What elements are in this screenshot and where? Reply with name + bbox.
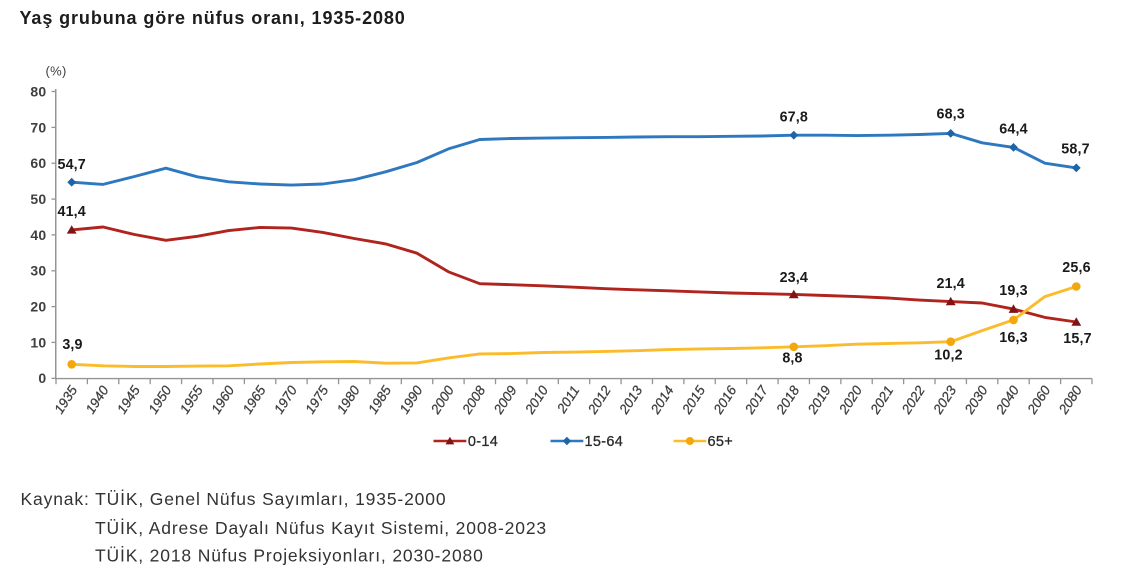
svg-text:40: 40: [30, 227, 46, 243]
svg-text:15,7: 15,7: [1063, 331, 1091, 347]
svg-text:70: 70: [30, 119, 46, 135]
svg-text:Yaş grubuna göre nüfus oranı,: Yaş grubuna göre nüfus oranı, 1935-2080: [20, 8, 406, 28]
svg-text:41,4: 41,4: [57, 204, 85, 220]
svg-text:TÜİK, Adrese Dayalı Nüfus Kayı: TÜİK, Adrese Dayalı Nüfus Kayıt Sistemi,…: [95, 518, 547, 538]
svg-text:58,7: 58,7: [1061, 142, 1089, 158]
svg-text:65+: 65+: [708, 434, 734, 450]
svg-text:50: 50: [30, 191, 46, 207]
svg-text:54,7: 54,7: [57, 157, 85, 173]
svg-text:23,4: 23,4: [780, 270, 808, 286]
svg-text:TÜİK, 2018 Nüfus Projeksiyonla: TÜİK, 2018 Nüfus Projeksiyonları, 2030-2…: [95, 546, 484, 566]
svg-text:30: 30: [30, 263, 46, 279]
svg-text:3,9: 3,9: [62, 337, 82, 353]
svg-text:8,8: 8,8: [782, 350, 802, 366]
svg-text:19,3: 19,3: [999, 283, 1027, 299]
svg-text:10: 10: [30, 334, 46, 350]
svg-text:15-64: 15-64: [585, 434, 624, 450]
svg-text:67,8: 67,8: [780, 110, 808, 126]
svg-text:64,4: 64,4: [999, 122, 1027, 138]
svg-text:0-14: 0-14: [468, 434, 498, 450]
svg-text:10,2: 10,2: [934, 348, 962, 364]
svg-text:0: 0: [38, 370, 46, 386]
svg-text:16,3: 16,3: [999, 330, 1027, 346]
svg-text:20: 20: [30, 299, 46, 315]
svg-text:21,4: 21,4: [936, 276, 964, 292]
svg-text:(%): (%): [46, 64, 67, 79]
svg-text:80: 80: [30, 83, 46, 99]
svg-text:60: 60: [30, 155, 46, 171]
svg-text:25,6: 25,6: [1062, 260, 1090, 276]
svg-text:68,3: 68,3: [936, 107, 964, 123]
svg-text:Kaynak: TÜİK, Genel Nüfus Sayı: Kaynak: TÜİK, Genel Nüfus Sayımları, 193…: [21, 489, 447, 509]
